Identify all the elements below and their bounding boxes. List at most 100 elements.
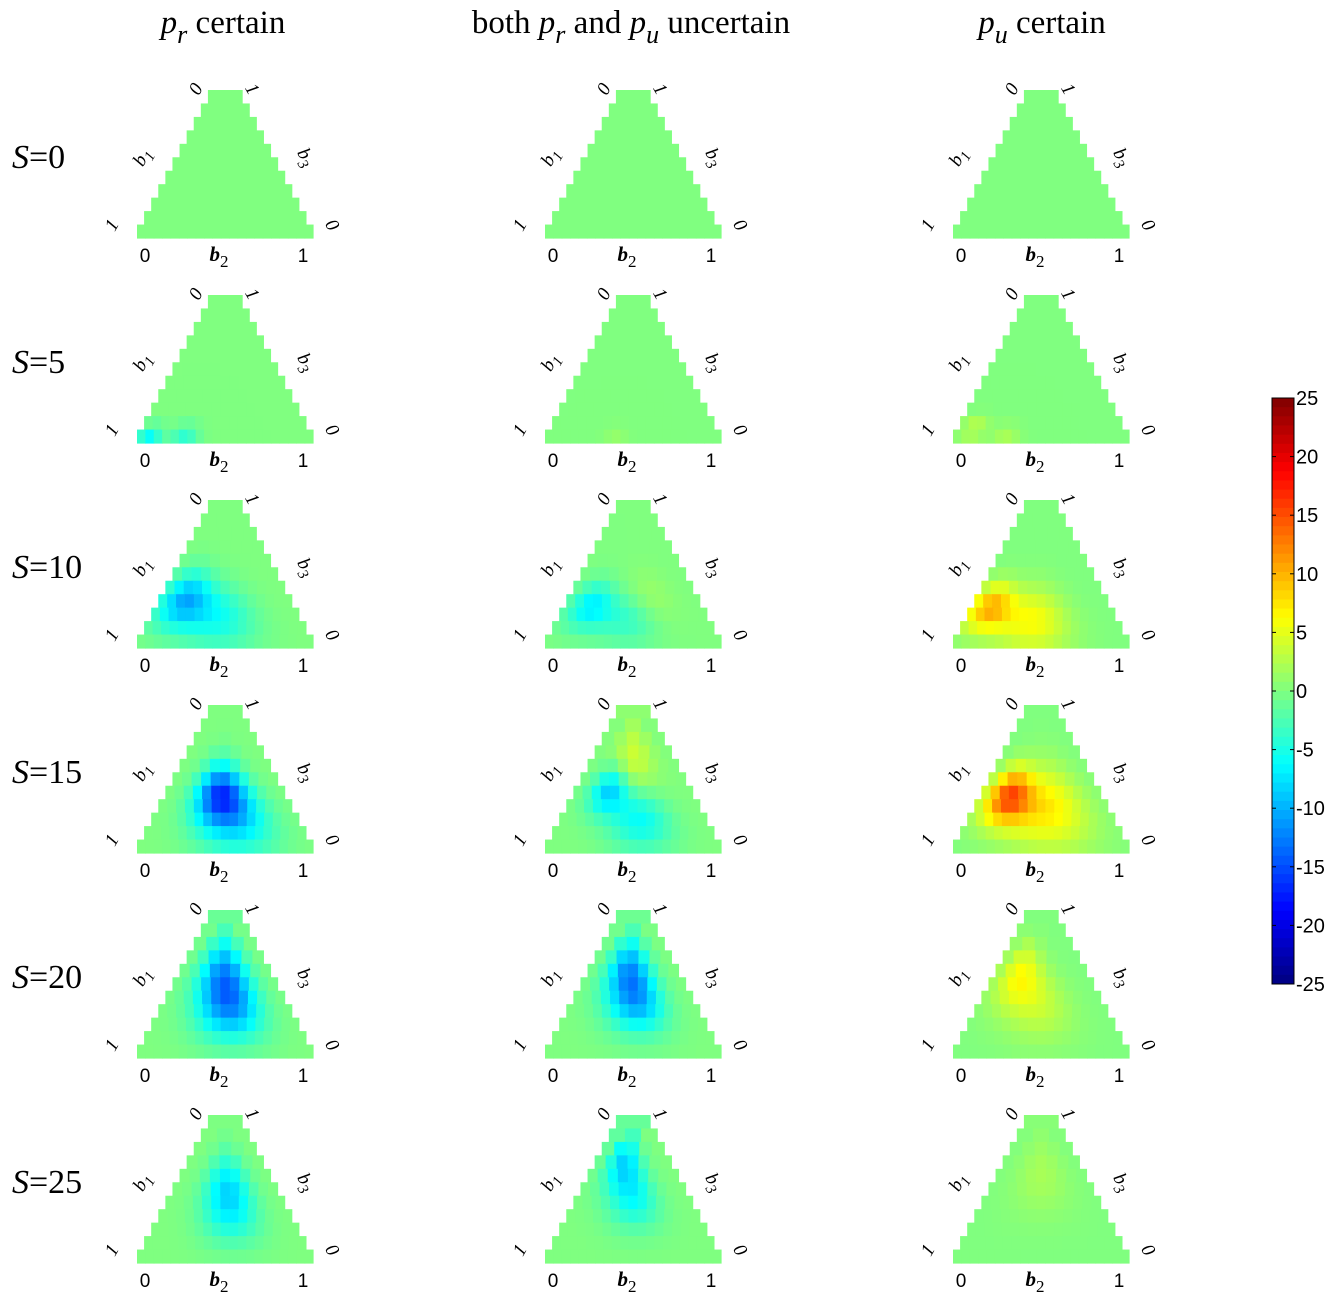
cell: [569, 211, 578, 225]
cell: [620, 403, 629, 417]
cell: [1033, 1128, 1050, 1142]
cell: [240, 554, 251, 568]
cell: [590, 362, 600, 376]
cell: [239, 376, 249, 390]
cell: [187, 1236, 196, 1250]
cell: [201, 362, 211, 376]
cell: [1054, 1209, 1064, 1223]
cell: [289, 621, 298, 635]
cell: [305, 430, 314, 444]
cell: [646, 813, 655, 827]
cell: [1045, 225, 1054, 239]
axis-label-left: b1: [129, 350, 159, 377]
cell: [193, 581, 203, 595]
cell: [1057, 540, 1069, 554]
cell: [680, 621, 689, 635]
cell: [165, 1196, 175, 1210]
cell: [629, 1018, 638, 1032]
cell: [657, 772, 667, 786]
cell: [579, 430, 588, 444]
cell: [663, 1223, 672, 1237]
cell: [664, 1209, 674, 1223]
cell: [629, 594, 639, 608]
cell: [1064, 991, 1074, 1005]
cell: [1081, 594, 1091, 608]
tick-right-top: 1: [648, 695, 671, 714]
cell: [987, 430, 996, 444]
colorbar-segment: [1272, 957, 1294, 967]
cell: [602, 1142, 615, 1156]
cell: [206, 937, 219, 951]
cell: [552, 621, 561, 635]
cell: [1011, 1223, 1020, 1237]
cell: [654, 826, 663, 840]
cell: [660, 540, 672, 554]
cell: [592, 1196, 602, 1210]
cell: [981, 376, 991, 390]
cell: [606, 1155, 618, 1169]
cell: [158, 594, 168, 608]
tick-left-bottom: 1: [509, 626, 532, 645]
axis-label-right: b3: [289, 760, 319, 787]
cell: [570, 635, 579, 649]
cell: [153, 826, 162, 840]
cell: [1036, 376, 1046, 390]
cell: [201, 567, 211, 581]
cell: [992, 389, 1002, 403]
cell: [663, 1018, 672, 1032]
cell: [178, 621, 187, 635]
cell: [1036, 362, 1046, 376]
colorbar-tick-label: 25: [1296, 388, 1318, 410]
cell: [1037, 1018, 1046, 1032]
cell: [570, 1045, 579, 1059]
cell: [652, 1142, 665, 1156]
cell: [628, 991, 638, 1005]
cell: [1066, 964, 1077, 978]
cell: [1017, 308, 1034, 322]
cell: [679, 1250, 688, 1264]
cell: [584, 1209, 594, 1223]
cell: [608, 964, 619, 978]
cell: [1027, 1196, 1037, 1210]
cell: [1113, 211, 1122, 225]
colorbar-segment: [1272, 892, 1294, 902]
cell: [271, 225, 280, 239]
cell: [240, 964, 251, 978]
cell: [246, 211, 255, 225]
cell: [221, 198, 230, 212]
cell: [179, 1250, 188, 1264]
cell: [647, 376, 657, 390]
cell: [204, 1236, 213, 1250]
cell: [240, 1169, 251, 1183]
cell: [662, 1045, 671, 1059]
cell: [230, 964, 241, 978]
cell: [186, 1018, 195, 1032]
cell: [967, 1223, 976, 1237]
cell: [977, 621, 986, 635]
cell: [239, 772, 249, 786]
tick-left-bottom: 1: [509, 831, 532, 850]
cell: [976, 608, 985, 622]
cell: [588, 759, 599, 773]
cell: [602, 594, 612, 608]
cell: [552, 211, 561, 225]
colorbar-segment: [1272, 966, 1294, 976]
cell: [252, 130, 264, 144]
cell: [583, 991, 593, 1005]
cell: [1020, 225, 1029, 239]
cell: [638, 567, 648, 581]
cell: [1065, 977, 1075, 991]
cell: [203, 403, 212, 417]
cell: [1019, 799, 1029, 813]
cell: [985, 608, 994, 622]
cell: [629, 1004, 639, 1018]
cell: [665, 171, 675, 185]
cell: [705, 826, 714, 840]
cell: [180, 554, 191, 568]
tick-right-bottom: 0: [1136, 216, 1159, 235]
cell: [617, 1155, 629, 1169]
cell: [646, 1018, 655, 1032]
cell: [629, 608, 638, 622]
axis-label-right: b3: [289, 555, 319, 582]
cell: [649, 745, 661, 759]
